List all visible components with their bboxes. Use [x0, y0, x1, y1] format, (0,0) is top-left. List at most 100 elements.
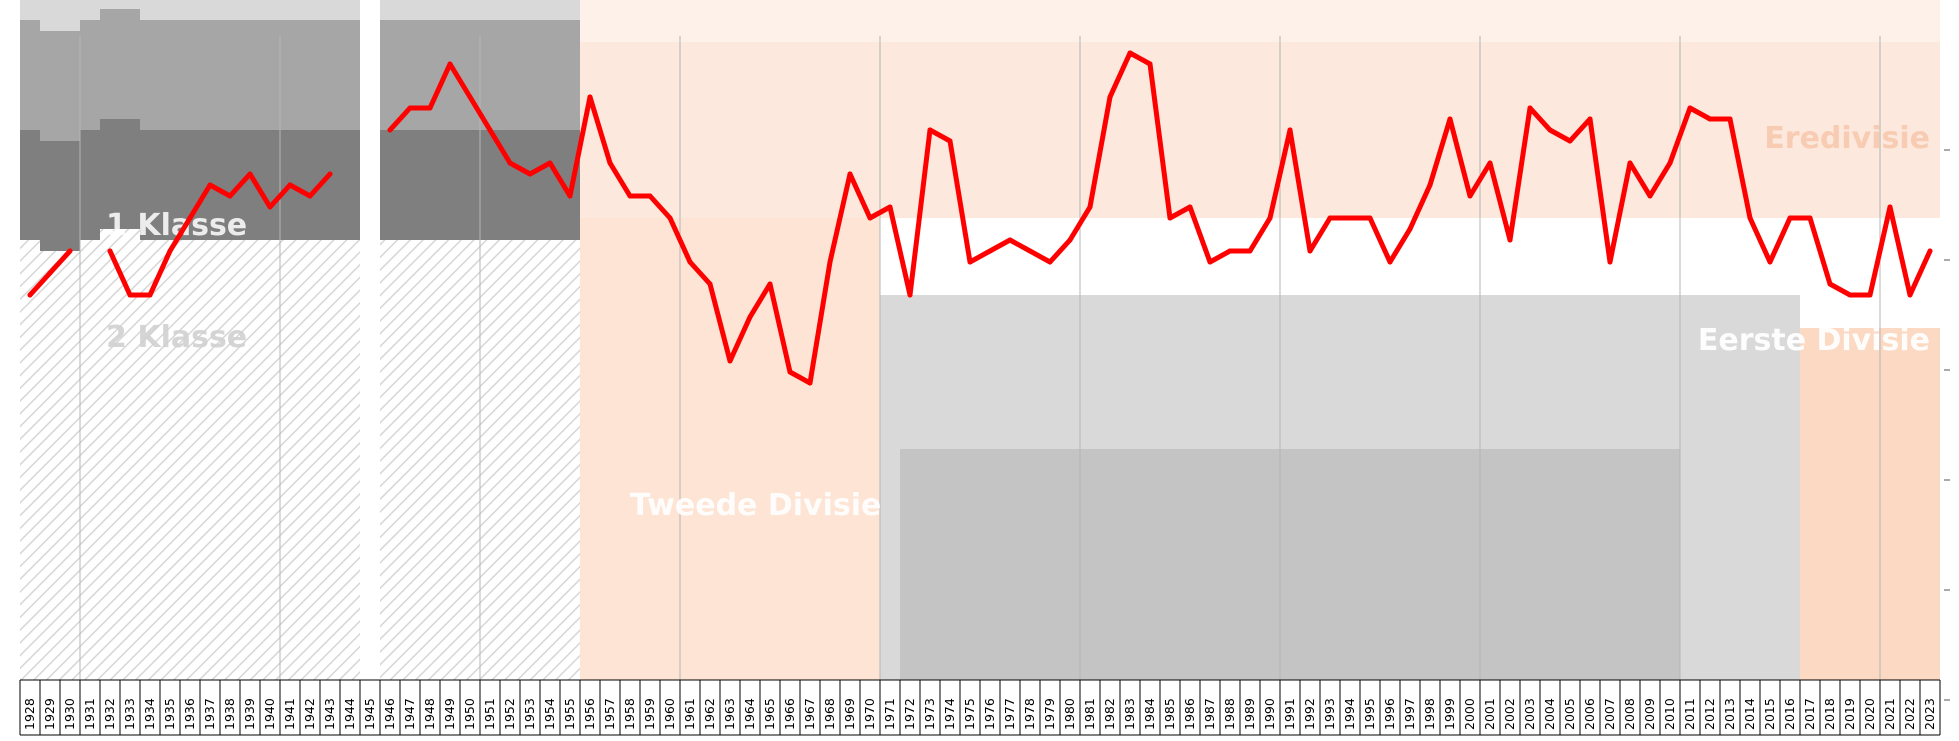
x-tick-label: 1985 [1162, 698, 1177, 730]
x-tick-label: 1943 [322, 698, 337, 730]
x-tick-label: 2016 [1782, 698, 1797, 730]
x-tick-label: 2022 [1902, 698, 1917, 730]
data-point [1527, 105, 1533, 111]
data-point [1147, 61, 1153, 67]
band-2-klasse [40, 31, 60, 141]
data-point [1307, 248, 1313, 254]
data-point [607, 160, 613, 166]
data-point [1367, 215, 1373, 221]
x-tick-label: 1949 [442, 698, 457, 730]
data-point [1607, 259, 1613, 265]
x-tick-label: 1933 [122, 698, 137, 730]
decade-gridlines [79, 36, 1881, 680]
data-point [147, 292, 153, 298]
band-2-klasse [20, 20, 40, 130]
data-point [1167, 215, 1173, 221]
x-tick-label: 1995 [1362, 698, 1377, 730]
x-tick-label: 2007 [1602, 698, 1617, 730]
label-eredivisie: Eredivisie [1764, 121, 1930, 156]
data-point [627, 193, 633, 199]
x-tick-label: 1990 [1262, 698, 1277, 730]
x-tick-label: 1989 [1242, 698, 1257, 730]
x-tick-label: 1944 [342, 698, 357, 730]
x-tick-label: 1932 [102, 698, 117, 730]
data-point [807, 380, 813, 386]
x-tick-label: 1958 [622, 698, 637, 730]
x-tick-label: 1997 [1402, 698, 1417, 730]
data-point [1127, 50, 1133, 56]
data-point [307, 193, 313, 199]
data-point [1247, 248, 1253, 254]
x-tick-label: 2019 [1842, 698, 1857, 730]
x-tick-label: 1971 [882, 698, 897, 730]
data-point [1047, 259, 1053, 265]
band-eredivisie [580, 0, 1940, 42]
band-eerste-divisie [580, 42, 1940, 218]
x-tick-label: 1931 [82, 698, 97, 730]
band-tweede-divisie-2017 [1800, 328, 1940, 680]
band-1-klasse [20, 0, 40, 20]
x-tick-label: 1948 [422, 698, 437, 730]
data-point [127, 292, 133, 298]
x-tick-label: 1941 [282, 698, 297, 730]
x-tick-label: 1984 [1142, 698, 1157, 730]
label-2-klasse: 2 Klasse [106, 320, 247, 355]
data-point [1227, 248, 1233, 254]
data-point [387, 127, 393, 133]
data-point [587, 94, 593, 100]
x-tick-label: 2009 [1642, 698, 1657, 730]
x-tick-label: 1937 [202, 698, 217, 730]
data-point [27, 292, 33, 298]
data-point [47, 270, 53, 276]
band-2-klasse [80, 20, 100, 130]
data-point [1807, 215, 1813, 221]
data-point [1647, 193, 1653, 199]
data-point [1747, 215, 1753, 221]
x-tick-label: 1987 [1202, 698, 1217, 730]
x-tick-label: 1967 [802, 698, 817, 730]
data-point [847, 171, 853, 177]
data-point [327, 171, 333, 177]
data-point [447, 61, 453, 67]
x-tick-label: 2013 [1722, 698, 1737, 730]
x-tick-label: 1952 [502, 698, 517, 730]
band-1-klasse [120, 0, 140, 9]
data-point [707, 281, 713, 287]
data-point [1827, 281, 1833, 287]
x-tick-label: 2018 [1822, 698, 1837, 730]
data-point [1087, 204, 1093, 210]
x-tick-label: 2008 [1622, 698, 1637, 730]
data-point [787, 369, 793, 375]
x-tick-label: 1993 [1322, 698, 1337, 730]
band-lower-hatched [120, 229, 140, 680]
x-tick-label: 2017 [1802, 698, 1817, 730]
x-tick-label: 1999 [1442, 698, 1457, 730]
x-tick-label: 1934 [142, 698, 157, 730]
x-tick-label: 1977 [1002, 698, 1017, 730]
x-tick-label: 2001 [1482, 698, 1497, 730]
x-tick-label: 2004 [1542, 698, 1557, 730]
x-tick-label: 1928 [22, 698, 37, 730]
x-tick-label: 1961 [682, 698, 697, 730]
data-point [667, 215, 673, 221]
x-tick-label: 1939 [242, 698, 257, 730]
label-eerste-divisie: Eerste Divisie [1698, 323, 1930, 358]
data-point [267, 204, 273, 210]
data-point [247, 171, 253, 177]
data-point [1907, 292, 1913, 298]
x-tick-label: 1965 [762, 698, 777, 730]
data-point [227, 193, 233, 199]
band-2-klasse [120, 9, 140, 119]
band-lower-hatched [40, 251, 60, 680]
x-tick-label: 2010 [1662, 698, 1677, 730]
x-tick-label: 1992 [1302, 698, 1317, 730]
data-point [427, 105, 433, 111]
data-point [1467, 193, 1473, 199]
x-tick-label: 1998 [1422, 698, 1437, 730]
x-tick-label: 1969 [842, 698, 857, 730]
data-point [287, 182, 293, 188]
x-tick-label: 1963 [722, 698, 737, 730]
data-point [1867, 292, 1873, 298]
data-point [1447, 116, 1453, 122]
